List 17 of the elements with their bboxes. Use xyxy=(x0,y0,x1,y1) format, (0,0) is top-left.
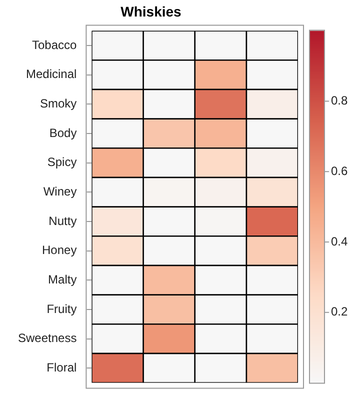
y-tick-label: Malty xyxy=(48,272,77,286)
y-tick-label: Nutty xyxy=(48,214,77,228)
y-tick-label: Honey xyxy=(42,243,77,258)
color-bar-label: 0.6 xyxy=(331,164,348,178)
y-tick-label: Winey xyxy=(43,184,77,198)
color-bar-label: 0.4 xyxy=(331,234,348,248)
y-tick-label: Smoky xyxy=(40,96,77,110)
y-tick-label: Sweetness xyxy=(18,331,77,346)
y-tick-label: Fruity xyxy=(46,302,77,316)
y-tick-label: Floral xyxy=(46,360,77,374)
y-tick-label: Tobacco xyxy=(32,38,78,52)
y-tick-label: Medicinal xyxy=(26,67,77,82)
chart-title: Whiskies xyxy=(120,3,182,20)
color-bar-label: 0.2 xyxy=(331,304,348,319)
y-tick-label: Spicy xyxy=(47,155,77,170)
y-tick-label: Body xyxy=(49,126,77,140)
color-bar-label: 0.8 xyxy=(331,94,348,108)
